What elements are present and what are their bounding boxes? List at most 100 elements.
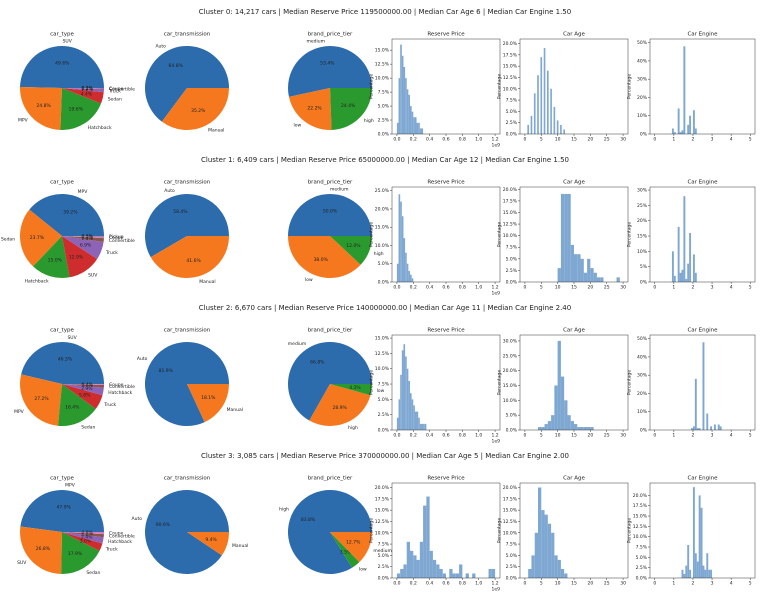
x-tick-label: 0.0 [393, 285, 400, 291]
pie-slice [62, 88, 104, 89]
x-tick-label: 0.8 [459, 285, 466, 291]
hist-bar [679, 132, 682, 134]
pie-title: brand_price_tier [308, 476, 353, 482]
hist-bar [563, 129, 565, 134]
pie-slice [29, 194, 105, 236]
hist-bar [570, 244, 574, 282]
pie-slice [62, 532, 103, 551]
x-tick-label: 15 [571, 285, 577, 291]
y-tick-label: 30% [637, 373, 648, 379]
slice-label: Coupe [109, 86, 124, 92]
hist-bar [537, 75, 539, 134]
y-tick-label: 5.0% [506, 256, 518, 262]
y-tick-label: 20.0% [503, 187, 518, 193]
hist-bar [421, 423, 424, 430]
x-tick-label: 30 [620, 285, 626, 291]
y-tick-label: 17.5% [633, 503, 648, 509]
hist-bar [408, 271, 410, 282]
x-tick-label: 20 [587, 137, 593, 143]
pie-slice [150, 236, 229, 279]
slice-label: medium [288, 341, 307, 347]
y-axis-label: Percentage [369, 74, 375, 100]
x-tick-label: 5 [540, 581, 543, 587]
y-tick-label: 7.5% [506, 245, 518, 251]
y-tick-label: 30% [637, 188, 648, 194]
x-tick-label: 1.0 [475, 581, 482, 587]
hist-bar [410, 106, 412, 134]
slice-label: Truck [105, 547, 118, 553]
hist-bar [704, 569, 707, 578]
slice-percent: 1.0% [81, 383, 93, 389]
y-tick-label: 17.5% [375, 496, 390, 502]
hist-bar [564, 400, 568, 430]
pie-slice [20, 489, 104, 532]
hist-bar [687, 263, 690, 282]
y-tick-label: 12.5% [503, 222, 518, 228]
y-tick-label: 25% [637, 203, 648, 209]
hist-bar [410, 393, 412, 430]
x-tick-label: 2 [692, 433, 695, 439]
x-tick-label: 0.6 [442, 581, 449, 587]
pie-slice [288, 46, 372, 97]
hist-bar [719, 426, 722, 430]
pie-slice [330, 532, 360, 568]
hist-bar [406, 368, 409, 430]
slice-percent: 47.9% [57, 504, 72, 510]
slice-percent: 12.7% [346, 539, 361, 545]
hist-bar [406, 89, 409, 134]
hist-bar [418, 122, 420, 134]
hist-bar [400, 201, 402, 282]
y-axis-label: Percentage [497, 518, 503, 544]
slice-percent: 18.1% [201, 395, 216, 401]
y-tick-label: 12.5% [375, 351, 390, 357]
hist-bar [405, 252, 407, 282]
slice-percent: 3.5% [340, 549, 352, 555]
hist-bar [538, 427, 542, 430]
hist-bar [556, 120, 559, 134]
slice-percent: 15.0% [48, 258, 63, 264]
hist-bar [421, 128, 424, 134]
hist-bar [696, 561, 699, 578]
x-tick-label: 5 [540, 137, 543, 143]
slice-label: medium [330, 186, 349, 192]
hist-bar [413, 405, 415, 430]
slice-percent: 12.0% [346, 243, 361, 249]
hist-title: Car Age [563, 32, 585, 38]
hist-bar [400, 44, 402, 134]
hist-bar [411, 278, 414, 282]
hist-bar [596, 277, 601, 282]
hist-bar [564, 573, 568, 578]
hist-bar [547, 70, 549, 134]
slice-label: SUV [67, 335, 77, 341]
row-title: Cluster 3: 3,085 cars | Median Reserve P… [201, 452, 569, 460]
x-tick-label: 0.2 [410, 433, 417, 439]
slice-percent: 39.2% [63, 210, 78, 216]
hist-bar [583, 272, 588, 282]
y-tick-label: 10.0% [375, 243, 390, 249]
hist-bar [679, 272, 682, 282]
x-tick-label: 0 [523, 581, 526, 587]
hist-bar [577, 254, 581, 282]
hist-bar [419, 128, 422, 134]
slice-label: MPV [18, 118, 29, 124]
hist-bar [551, 415, 555, 430]
hist-bar [410, 274, 412, 282]
hist-bar [567, 193, 571, 282]
slice-percent: 35.2% [191, 108, 206, 114]
hist-bar [401, 216, 404, 282]
pie-slice [288, 194, 372, 236]
y-tick-label: 0.0% [378, 576, 390, 582]
y-tick-label: 5.0% [378, 553, 390, 559]
x-tick-label: 15 [571, 581, 577, 587]
slice-percent: 0.8% [81, 530, 93, 536]
hist-bar [673, 275, 676, 282]
pie-title: car_type [50, 32, 74, 38]
hist-bar [706, 553, 709, 578]
pie-title: car_transmission [164, 328, 211, 334]
slice-label: Coupe [109, 235, 124, 241]
y-tick-label: 30.0% [503, 338, 518, 344]
slice-label: Convertible [109, 86, 135, 92]
slice-label: SUV [17, 560, 27, 566]
pie-title: car_transmission [164, 180, 211, 186]
slice-label: low [305, 277, 313, 283]
